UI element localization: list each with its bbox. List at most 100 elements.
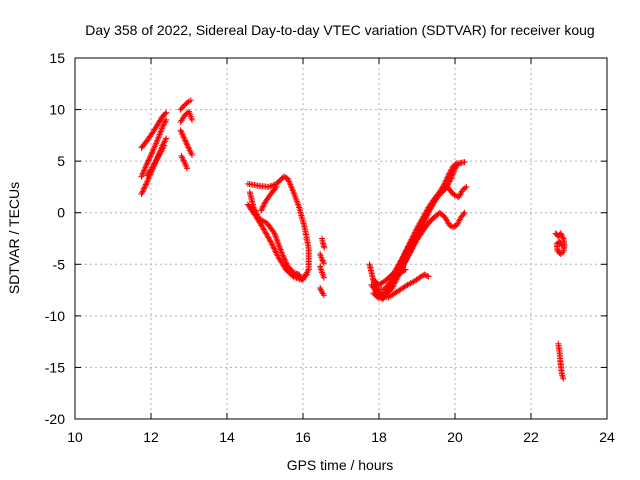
data-point [461,159,468,166]
data-point [275,242,282,249]
data-point [162,110,169,117]
data-point [281,173,287,180]
data-point [158,125,165,132]
data-point [148,150,155,157]
data-point [163,135,170,142]
data-point [447,222,454,229]
data-point [144,158,151,165]
data-point [274,239,281,246]
data-point [140,169,147,176]
data-point [262,199,268,206]
x-tick-label: 20 [447,429,463,445]
data-points [138,97,568,382]
data-point [156,131,163,138]
data-point [558,231,565,238]
data-point [189,116,196,123]
data-point [421,271,428,278]
data-point [411,230,418,237]
data-point [280,253,287,260]
data-point [411,229,418,236]
data-point [269,241,276,248]
y-tick-label: -5 [53,256,66,272]
data-point [253,210,260,217]
data-point [141,185,148,192]
data-point [289,187,296,194]
data-point [160,144,167,151]
data-point [288,184,295,191]
data-point [446,222,453,229]
data-point [409,235,416,242]
data-point [282,174,289,181]
data-point [254,211,261,218]
data-point [182,138,189,145]
data-point [286,180,293,187]
data-point [272,231,279,238]
data-point [405,243,412,250]
data-point [452,161,459,168]
data-point [317,285,324,292]
data-point [273,234,280,241]
data-point [560,375,567,382]
data-point [151,144,158,151]
data-point [162,136,169,143]
data-point [403,246,410,253]
data-point [139,172,146,179]
data-point [184,165,191,172]
data-point [409,233,416,240]
data-point [154,135,161,142]
x-tick-label: 16 [295,429,311,445]
data-point [181,136,188,143]
data-point [142,164,149,171]
axis-ticks: 10 12 14 16 18 20 22 24 -20 -15 -10 -5 0 5 10 15 [45,50,615,445]
data-point [144,178,151,185]
data-point [272,248,279,255]
data-point [142,182,149,189]
data-point [320,260,327,267]
data-point [303,271,310,278]
data-point [559,242,566,249]
data-point [267,238,274,245]
data-point [402,249,409,256]
data-point [139,188,146,195]
data-point [163,116,170,123]
grid-lines [75,58,607,419]
data-point [422,272,429,279]
data-point [184,99,191,106]
data-point [261,200,268,207]
data-point [461,209,468,216]
x-tick-label: 18 [371,429,387,445]
data-point [287,181,294,188]
data-point [283,260,290,267]
data-point [401,267,408,274]
data-point [149,149,156,156]
data-point [408,236,415,243]
data-point [294,271,301,278]
data-point [144,160,151,167]
data-point [445,173,452,180]
data-point [142,163,149,170]
data-point [286,178,293,185]
data-point [400,253,407,260]
data-point [153,140,160,147]
data-point [270,229,277,236]
data-point [157,130,164,136]
data-point [450,224,457,231]
data-point [146,156,153,163]
data-point [296,271,303,278]
data-point [281,255,287,262]
data-point [189,151,196,158]
data-point [557,230,564,237]
data-point [143,161,150,168]
data-point [151,143,158,150]
data-point [145,157,152,164]
x-axis-label: GPS time / hours [287,457,394,473]
data-point [289,186,296,193]
data-point [271,247,278,254]
data-point [184,141,191,148]
x-tick-label: 22 [523,429,539,445]
data-point [293,270,300,277]
data-point [441,180,448,187]
chart-title: Day 358 of 2022, Sidereal Day-to-day VTE… [85,22,594,38]
data-point [319,256,325,263]
data-point [442,178,449,185]
